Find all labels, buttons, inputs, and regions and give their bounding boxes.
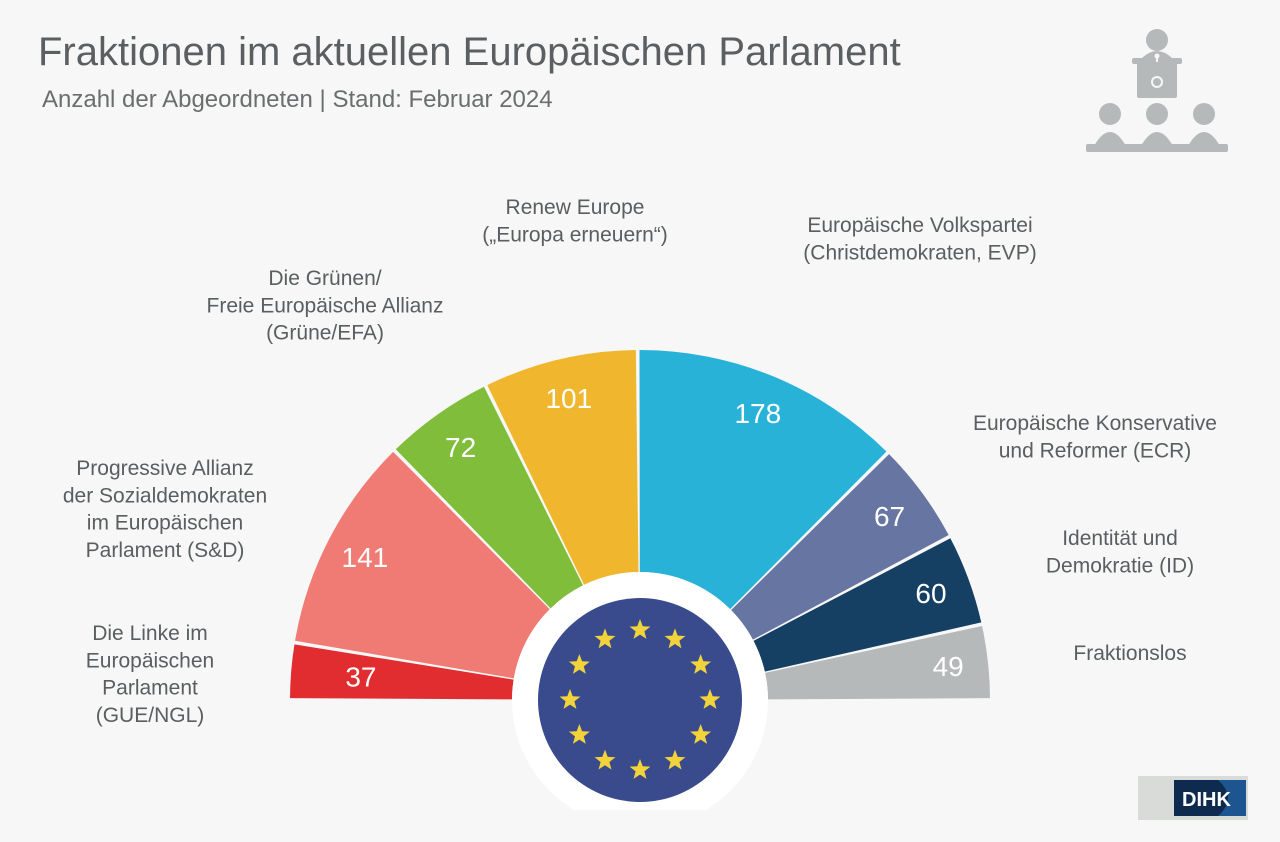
- dihk-logo: DIHK: [1138, 776, 1248, 820]
- page-title: Fraktionen im aktuellen Europäischen Par…: [38, 30, 901, 75]
- slice-label: Europäische Konservativeund Reformer (EC…: [973, 412, 1217, 462]
- slice-label: Progressive Allianzder Sozialdemokrateni…: [63, 457, 267, 562]
- slice-value: 37: [345, 662, 376, 693]
- slice-label: Fraktionslos: [1073, 642, 1186, 665]
- slice-value: 67: [874, 501, 905, 532]
- slice-value: 72: [445, 432, 476, 463]
- slice-label: Renew Europe(„Europa erneuern“): [482, 196, 668, 246]
- slice-value: 141: [342, 542, 389, 573]
- slice-value: 178: [734, 398, 781, 429]
- logo-text: DIHK: [1182, 789, 1231, 811]
- slice-value: 60: [915, 578, 946, 609]
- slice-label: Europäische Volkspartei(Christdemokraten…: [803, 214, 1036, 264]
- slice-label: Die Grünen/Freie Europäische Allianz(Grü…: [207, 267, 444, 345]
- slice-value: 49: [933, 651, 964, 682]
- hemicycle-chart: 37 Die Linke imEuropäischenParlament(GUE/…: [0, 170, 1280, 810]
- speaker-podium-icon: [1082, 26, 1232, 156]
- slice-value: 101: [545, 383, 592, 414]
- page-subtitle: Anzahl der Abgeordneten | Stand: Februar…: [42, 86, 553, 114]
- slice-label: Identität undDemokratie (ID): [1046, 527, 1194, 577]
- slice-label: Die Linke imEuropäischenParlament(GUE/NG…: [86, 622, 214, 727]
